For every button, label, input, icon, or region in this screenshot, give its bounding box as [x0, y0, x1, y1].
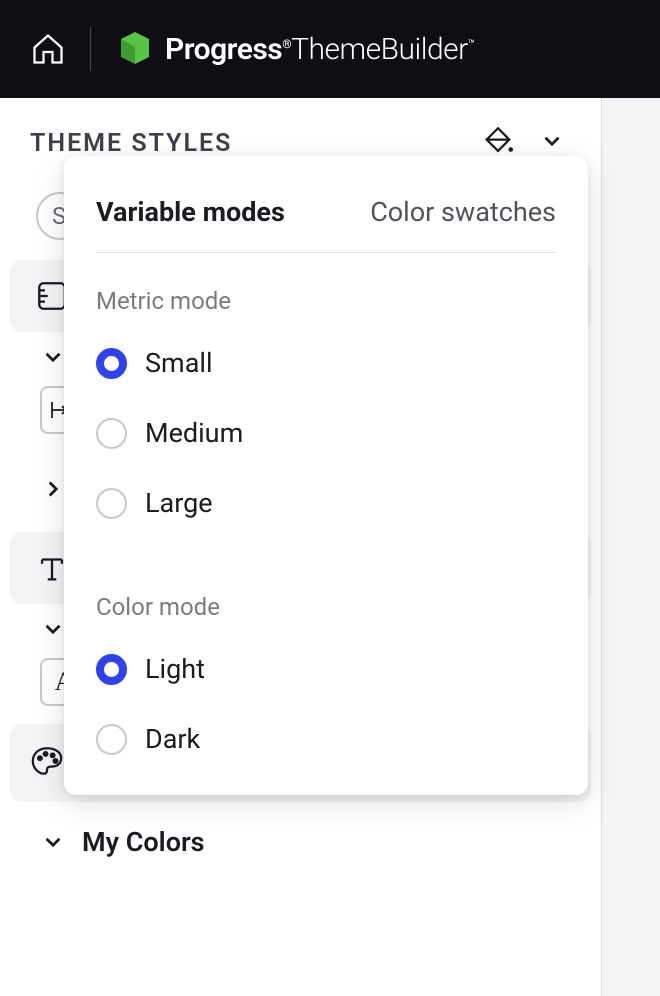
my-colors-row[interactable]: My Colors [0, 802, 601, 858]
app-header: Progress®ThemeBuilder™ [0, 0, 660, 98]
radio-selected-icon [96, 654, 127, 685]
radio-unselected-icon [96, 488, 127, 519]
color-mode-label: Color mode [96, 593, 556, 621]
radio-label: Small [145, 347, 213, 379]
brand-logo[interactable]: Progress®ThemeBuilder™ [115, 29, 475, 69]
radio-unselected-icon [96, 724, 127, 755]
radio-label: Large [145, 487, 213, 519]
brand-text: Progress®ThemeBuilder™ [165, 32, 475, 67]
my-colors-label: My Colors [82, 826, 205, 858]
color-option-dark[interactable]: Dark [96, 723, 556, 755]
radio-label: Medium [145, 417, 243, 449]
chevron-down-icon [40, 616, 66, 642]
color-option-light[interactable]: Light [96, 653, 556, 685]
sidebar-panel: THEME STYLES S [0, 98, 602, 996]
metric-option-large[interactable]: Large [96, 487, 556, 519]
palette-icon [30, 744, 64, 778]
radio-label: Light [145, 653, 205, 685]
chevron-down-icon[interactable] [539, 128, 565, 158]
radio-unselected-icon [96, 418, 127, 449]
metric-option-medium[interactable]: Medium [96, 417, 556, 449]
chevron-down-icon [40, 344, 66, 370]
metric-option-small[interactable]: Small [96, 347, 556, 379]
header-divider [90, 27, 91, 71]
home-icon [30, 31, 66, 67]
chevron-down-icon [40, 829, 66, 855]
section-title: THEME STYLES [30, 129, 232, 158]
progress-icon [115, 29, 155, 69]
radio-selected-icon [96, 348, 127, 379]
home-button[interactable] [30, 31, 66, 67]
tab-variable-modes[interactable]: Variable modes [96, 196, 285, 228]
variable-modes-popup: Variable modes Color swatches Metric mod… [64, 156, 588, 795]
radio-label: Dark [145, 723, 200, 755]
tab-color-swatches[interactable]: Color swatches [370, 196, 556, 228]
metric-mode-label: Metric mode [96, 287, 556, 315]
chevron-right-icon [40, 476, 66, 502]
